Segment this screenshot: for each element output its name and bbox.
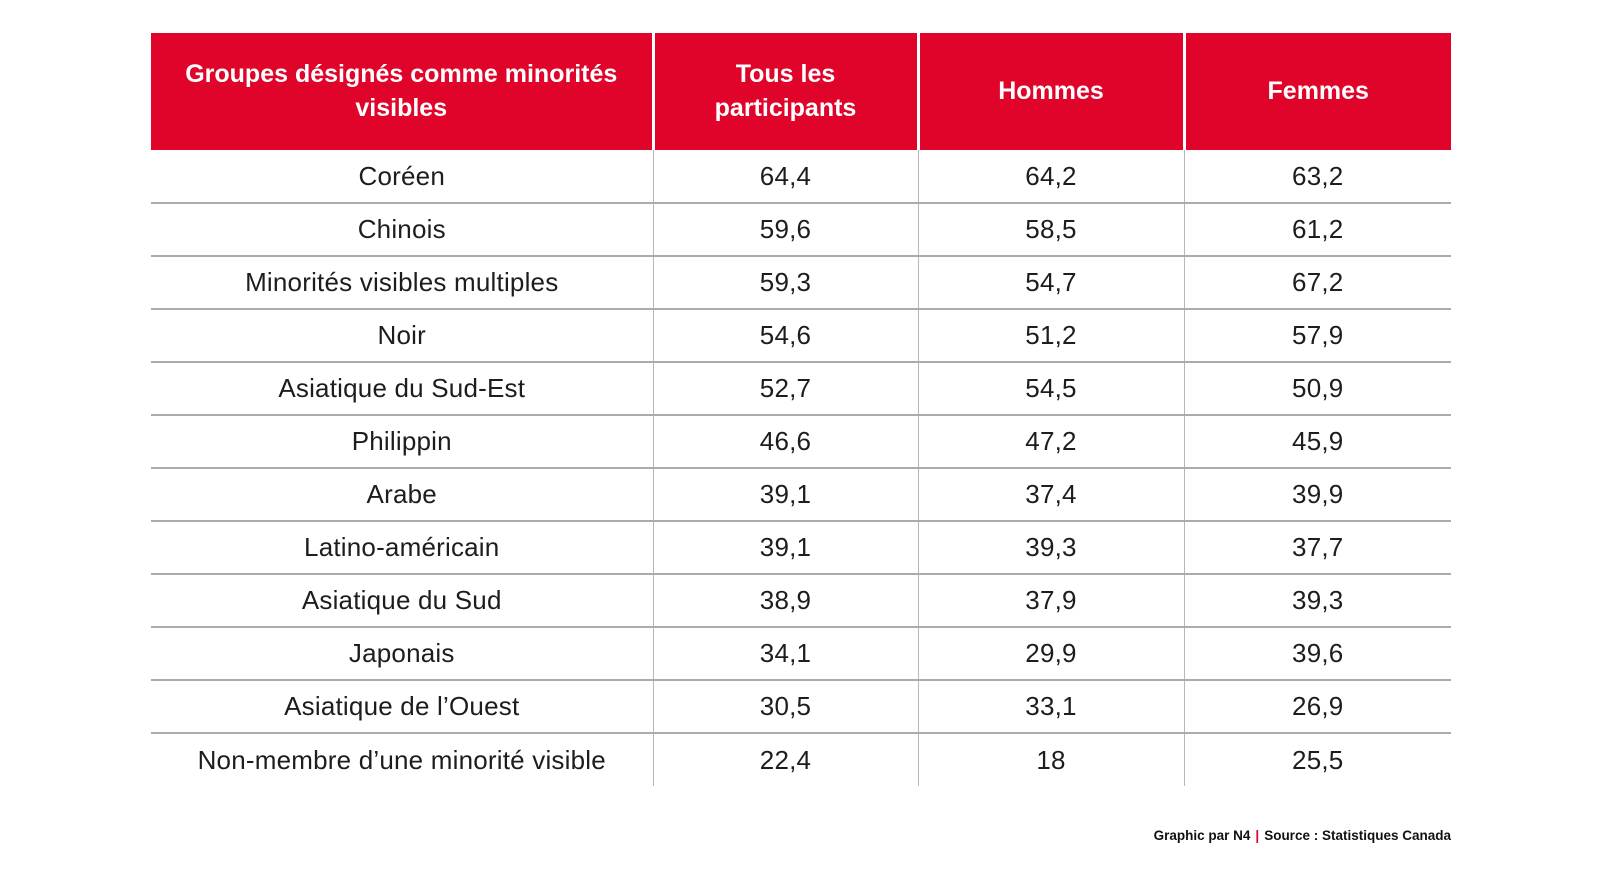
cell-women: 39,6: [1183, 627, 1451, 681]
credit-divider: |: [1255, 828, 1260, 843]
cell-all: 59,3: [652, 256, 918, 310]
cell-all: 64,4: [652, 150, 918, 204]
cell-women: 25,5: [1183, 733, 1451, 786]
table-row: Japonais 34,1 29,9 39,6: [151, 627, 1451, 681]
row-label: Japonais: [151, 627, 653, 681]
cell-all: 39,1: [652, 468, 918, 522]
data-table-container: Groupes désignés comme minorités visible…: [151, 33, 1451, 786]
table-row: Noir 54,6 51,2 57,9: [151, 309, 1451, 363]
cell-men: 54,5: [917, 362, 1184, 416]
column-header-women: Femmes: [1182, 33, 1451, 150]
row-label: Arabe: [151, 468, 653, 522]
credit-text: Graphic par N4: [1153, 828, 1251, 843]
minorities-data-table: Groupes désignés comme minorités visible…: [151, 33, 1451, 786]
row-label: Latino-américain: [151, 521, 653, 575]
table-row: Coréen 64,4 64,2 63,2: [151, 150, 1451, 204]
cell-men: 64,2: [917, 150, 1184, 204]
table-row: Philippin 46,6 47,2 45,9: [151, 415, 1451, 469]
table-row: Non-membre d’une minorité visible 22,4 1…: [151, 733, 1451, 786]
row-label: Asiatique du Sud-Est: [151, 362, 653, 416]
cell-all: 22,4: [652, 733, 918, 786]
table-row: Latino-américain 39,1 39,3 37,7: [151, 521, 1451, 575]
header-row: Groupes désignés comme minorités visible…: [151, 33, 1451, 150]
cell-all: 39,1: [652, 521, 918, 575]
cell-all: 59,6: [652, 203, 918, 257]
cell-men: 39,3: [917, 521, 1184, 575]
table-header: Groupes désignés comme minorités visible…: [151, 33, 1451, 150]
cell-men: 47,2: [917, 415, 1184, 469]
row-label: Asiatique de l’Ouest: [151, 680, 653, 734]
table-body: Coréen 64,4 64,2 63,2 Chinois 59,6 58,5 …: [151, 150, 1451, 786]
cell-women: 26,9: [1183, 680, 1451, 734]
cell-all: 54,6: [652, 309, 918, 363]
cell-men: 37,9: [917, 574, 1184, 628]
row-label: Noir: [151, 309, 653, 363]
table-row: Chinois 59,6 58,5 61,2: [151, 203, 1451, 257]
row-label: Coréen: [151, 150, 653, 204]
cell-women: 57,9: [1183, 309, 1451, 363]
table-row: Arabe 39,1 37,4 39,9: [151, 468, 1451, 522]
cell-men: 33,1: [917, 680, 1184, 734]
column-header-men: Hommes: [916, 33, 1184, 150]
cell-women: 39,3: [1183, 574, 1451, 628]
source-text: Source : Statistiques Canada: [1264, 828, 1451, 843]
cell-women: 50,9: [1183, 362, 1451, 416]
row-label: Asiatique du Sud: [151, 574, 653, 628]
cell-all: 34,1: [652, 627, 918, 681]
table-row: Asiatique du Sud-Est 52,7 54,5 50,9: [151, 362, 1451, 416]
cell-men: 54,7: [917, 256, 1184, 310]
cell-men: 51,2: [917, 309, 1184, 363]
cell-all: 38,9: [652, 574, 918, 628]
cell-women: 63,2: [1183, 150, 1451, 204]
cell-men: 18: [917, 733, 1184, 786]
cell-all: 30,5: [652, 680, 918, 734]
cell-men: 37,4: [917, 468, 1184, 522]
table-row: Asiatique du Sud 38,9 37,9 39,3: [151, 574, 1451, 628]
cell-women: 37,7: [1183, 521, 1451, 575]
cell-women: 67,2: [1183, 256, 1451, 310]
cell-all: 52,7: [652, 362, 918, 416]
cell-women: 45,9: [1183, 415, 1451, 469]
column-header-groups: Groupes désignés comme minorités visible…: [151, 33, 653, 150]
column-header-all-participants: Tous les participants: [651, 33, 918, 150]
cell-men: 58,5: [917, 203, 1184, 257]
credit-line: Graphic par N4 | Source : Statistiques Can…: [1154, 828, 1451, 843]
table-row: Asiatique de l’Ouest 30,5 33,1 26,9: [151, 680, 1451, 734]
row-label: Minorités visibles multiples: [151, 256, 653, 310]
cell-all: 46,6: [652, 415, 918, 469]
cell-women: 39,9: [1183, 468, 1451, 522]
row-label: Philippin: [151, 415, 653, 469]
row-label: Chinois: [151, 203, 653, 257]
row-label: Non-membre d’une minorité visible: [197, 744, 606, 775]
cell-men: 29,9: [917, 627, 1184, 681]
table-row: Minorités visibles multiples 59,3 54,7 6…: [151, 256, 1451, 310]
cell-women: 61,2: [1183, 203, 1451, 257]
